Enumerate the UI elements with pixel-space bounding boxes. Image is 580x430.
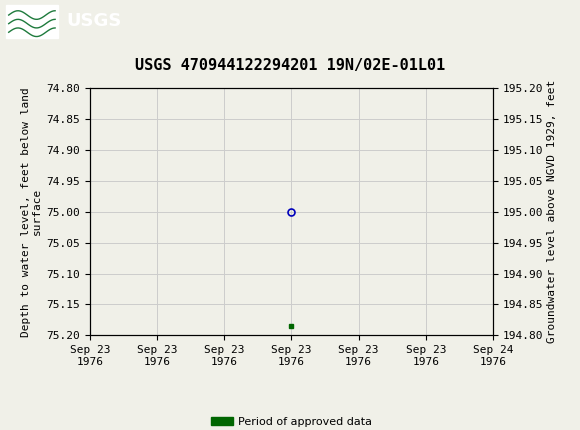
Y-axis label: Depth to water level, feet below land
surface: Depth to water level, feet below land su… [21, 87, 42, 337]
Legend: Period of approved data: Period of approved data [206, 412, 377, 430]
Text: USGS: USGS [67, 12, 122, 31]
Text: USGS 470944122294201 19N/02E-01L01: USGS 470944122294201 19N/02E-01L01 [135, 58, 445, 73]
Y-axis label: Groundwater level above NGVD 1929, feet: Groundwater level above NGVD 1929, feet [548, 80, 557, 344]
Bar [6, 5, 58, 38]
